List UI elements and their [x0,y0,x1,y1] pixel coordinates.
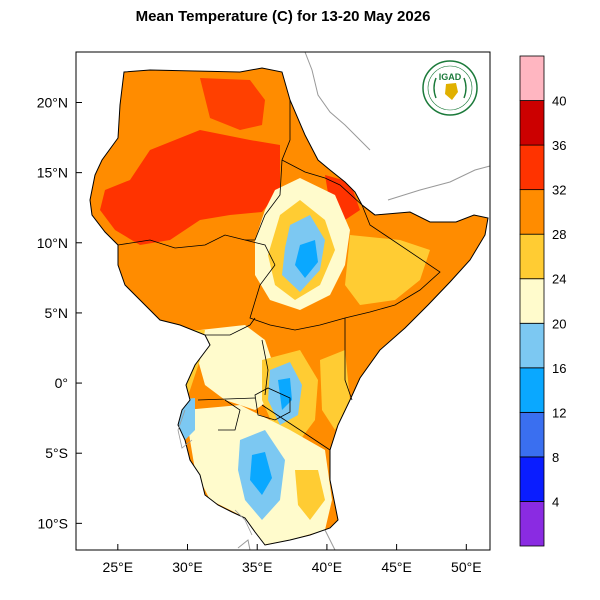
y-tick-label: 0° [55,375,68,391]
x-tick-label: 35°E [242,559,273,575]
x-tick-label: 50°E [451,559,482,575]
y-tick-label: 5°N [45,305,69,321]
colorbar-label: 4 [552,494,559,509]
colorbar-bin [519,322,545,369]
colorbar-label: 8 [552,450,559,465]
colorbar-label: 40 [552,94,566,109]
colorbar-bin [519,100,545,146]
igad-logo-icon: IGAD [422,60,478,116]
colorbar-label: 12 [552,405,566,420]
colorbar: 4 8 12 16 20 24 28 32 36 40 [519,55,566,547]
colorbar-label: 24 [552,272,566,287]
colorbar-bin [519,144,545,191]
x-tick-label: 25°E [103,559,134,575]
y-tick-label: 15°N [37,165,68,181]
map-title: Mean Temperature (C) for 13-20 May 2026 [135,8,431,25]
colorbar-label: 36 [552,138,566,153]
x-tick-label: 45°E [381,559,412,575]
plot-frame [75,51,491,551]
y-tick-label: 10°N [37,235,68,251]
colorbar-bin [519,233,545,280]
colorbar-bin [519,501,545,547]
colorbar-label: 28 [552,227,566,242]
colorbar-bin [519,278,545,324]
colorbar-bin [519,456,545,502]
y-axis: 20°N 15°N 10°N 5°N 0° 5°S 10°S [37,95,82,531]
logo-text: IGAD [439,72,462,82]
x-axis: 25°E 30°E 35°E 40°E 45°E 50°E [103,544,482,575]
colorbar-bin [519,55,545,101]
lakes [177,409,253,536]
colorbar-bin [519,411,545,458]
colorbar-label: 16 [552,361,566,376]
y-tick-label: 5°S [45,445,68,461]
x-tick-label: 30°E [172,559,203,575]
colorbar-bin [519,189,545,235]
colorbar-label: 20 [552,316,566,331]
colorbar-label: 32 [552,183,566,198]
x-tick-label: 40°E [312,559,343,575]
y-tick-label: 10°S [37,515,68,531]
colorbar-bin [519,367,545,413]
y-tick-label: 20°N [37,95,68,111]
country-borders [89,67,489,546]
